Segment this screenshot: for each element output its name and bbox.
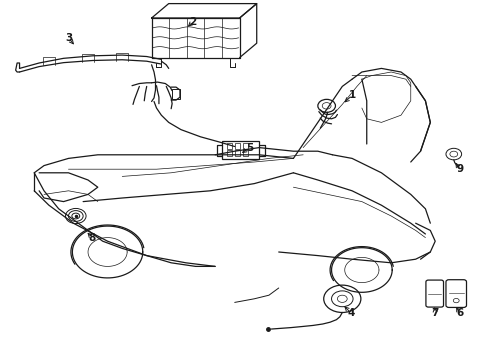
Bar [227, 143, 232, 149]
Text: 9: 9 [455, 164, 462, 174]
Text: 1: 1 [348, 90, 355, 100]
Bar [243, 143, 247, 149]
Bar [243, 150, 247, 156]
Text: 7: 7 [430, 308, 438, 318]
Text: 8: 8 [88, 233, 95, 243]
Bar [222, 141, 259, 159]
Bar [235, 143, 240, 149]
Bar [227, 150, 232, 156]
Bar [172, 89, 180, 99]
Text: 5: 5 [245, 143, 252, 153]
Text: 4: 4 [346, 308, 354, 318]
Text: 6: 6 [455, 308, 462, 318]
Bar [235, 150, 240, 156]
Text: 2: 2 [189, 17, 196, 27]
Text: 3: 3 [65, 33, 72, 43]
